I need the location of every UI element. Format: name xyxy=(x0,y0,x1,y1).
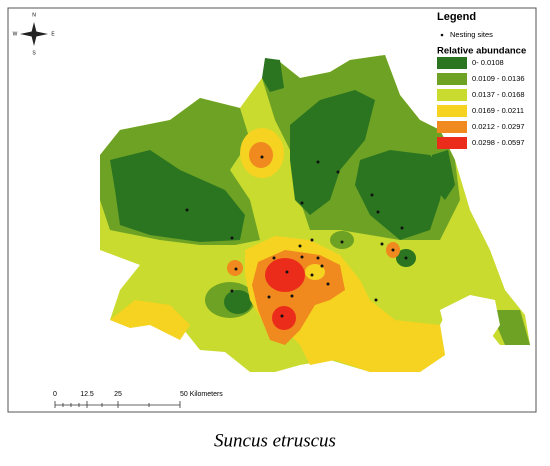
map-region xyxy=(262,58,284,92)
legend-title: Legend xyxy=(437,11,476,23)
map-region xyxy=(224,290,252,314)
compass-s: S xyxy=(32,50,36,56)
map-region xyxy=(265,258,305,292)
map-region xyxy=(432,150,455,200)
legend-class-label: 0.0109 - 0.0136 xyxy=(472,74,525,83)
legend-swatch xyxy=(437,121,467,133)
legend: Legend Nesting sites Relative abundance … xyxy=(437,11,526,149)
abundance-map xyxy=(100,55,530,372)
scale-bar xyxy=(54,401,181,408)
legend-site-symbol xyxy=(440,33,444,37)
legend-abundance-title: Relative abundance xyxy=(437,46,526,57)
map-region xyxy=(272,306,296,330)
legend-class-label: 0.0137 - 0.0168 xyxy=(472,90,525,99)
legend-swatch xyxy=(437,57,467,69)
legend-swatch xyxy=(437,105,467,117)
map-region xyxy=(305,264,325,280)
legend-class-label: 0.0212 - 0.0297 xyxy=(472,122,525,131)
legend-sites-label: Nesting sites xyxy=(450,30,493,39)
compass-w: W xyxy=(13,31,18,37)
scale-label: 0 xyxy=(53,391,57,398)
map-region xyxy=(355,150,445,240)
map-region xyxy=(290,90,375,215)
legend-class-label: 0.0298 - 0.0597 xyxy=(472,138,525,147)
legend-swatch xyxy=(437,73,467,85)
map-region xyxy=(330,231,354,249)
legend-swatch xyxy=(437,137,467,149)
map-region xyxy=(249,142,273,168)
legend-class-label: 0.0169 - 0.0211 xyxy=(472,106,524,115)
scale-label: 50 Kilometers xyxy=(180,391,223,398)
compass: N S E W xyxy=(13,12,56,56)
map-region xyxy=(110,150,245,242)
scale-label: 25 xyxy=(114,391,122,398)
nesting-sites xyxy=(185,155,408,318)
map-region xyxy=(110,300,190,340)
compass-e: E xyxy=(51,31,55,37)
map-region xyxy=(490,310,530,345)
scale-label: 12.5 xyxy=(80,391,94,398)
legend-swatch xyxy=(437,89,467,101)
compass-n: N xyxy=(32,12,36,18)
water-area xyxy=(440,295,500,340)
legend-class-label: 0- 0.0108 xyxy=(472,58,504,67)
caption: Suncus etruscus xyxy=(214,430,336,451)
